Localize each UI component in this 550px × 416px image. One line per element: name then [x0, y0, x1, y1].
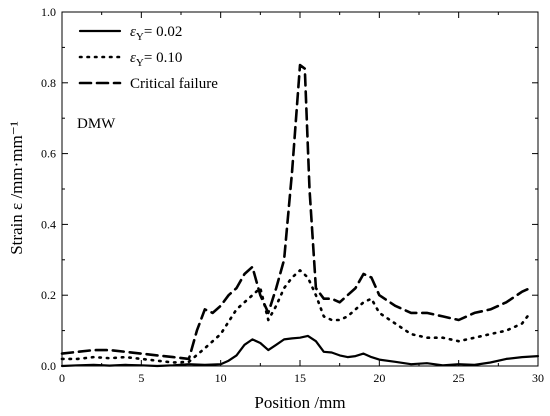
series-line-dotted: [60, 269, 532, 364]
y-tick-label: 0.4: [41, 217, 56, 231]
legend-text-value: Critical failure: [130, 76, 218, 92]
legend-subscript: Y: [136, 57, 144, 69]
legend-symbol: ε: [130, 24, 136, 40]
y-tick-label: 0.8: [41, 76, 56, 90]
y-tick-label: 0.2: [41, 288, 56, 302]
series-line-dashed: [60, 63, 532, 361]
series-layer: [60, 63, 540, 368]
legend-subscript: Y: [136, 31, 144, 43]
series-line-solid: [60, 334, 540, 368]
x-tick-label: 30: [532, 371, 544, 385]
legend-text-value: = 0.02: [144, 24, 182, 40]
legend-label: Critical failure: [130, 76, 218, 92]
legend-label: εY= 0.10: [130, 50, 182, 69]
x-tick-label: 15: [294, 371, 306, 385]
x-tick-label: 20: [373, 371, 385, 385]
legend-text-value: = 0.10: [144, 50, 182, 66]
x-axis-label: Position /mm: [254, 393, 345, 412]
y-tick-label: 0.0: [41, 359, 56, 373]
axes: 0 5 10 15 20 25 30 0.0 0.2 0.4 0.6 0.8 1.0: [41, 5, 544, 385]
annotation-dmw: DMW: [77, 116, 116, 132]
x-tick-label: 0: [59, 371, 65, 385]
legend-label: εY= 0.02: [130, 24, 182, 43]
y-tick-label: 0.6: [41, 147, 56, 161]
x-tick-label: 25: [453, 371, 465, 385]
legend-symbol: ε: [130, 50, 136, 66]
y-axis-label: Strain ε /mm·mm⁻¹: [7, 121, 26, 255]
y-tick-label: 1.0: [41, 5, 56, 19]
x-tick-label: 5: [138, 371, 144, 385]
x-tick-label: 10: [215, 371, 227, 385]
